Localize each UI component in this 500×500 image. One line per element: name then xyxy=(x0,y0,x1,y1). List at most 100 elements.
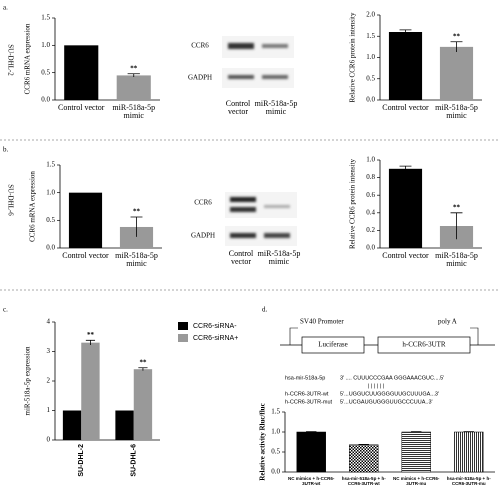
bar xyxy=(68,192,103,248)
blot-bands xyxy=(230,197,290,238)
bar xyxy=(116,75,151,100)
x-tick-label: Control vector xyxy=(58,103,105,112)
panel-label: a. xyxy=(3,4,8,12)
y-tick-label: 1.5 xyxy=(46,161,55,169)
error-bar xyxy=(306,431,317,433)
sequence-name: h-CCR6-3UTR-wt xyxy=(285,391,329,397)
bar xyxy=(81,342,100,440)
error-bar xyxy=(399,165,412,172)
y-tick-label: 1.5 xyxy=(41,14,50,22)
blot-image xyxy=(222,36,294,58)
y-tick-label: 0.0 xyxy=(41,96,50,104)
panel-label: d. xyxy=(262,306,268,314)
y-tick-label: 3 xyxy=(47,347,51,355)
significance-label: ** xyxy=(133,208,141,216)
legend-label: CCR6-siRNA+ xyxy=(193,335,238,342)
legend-swatch xyxy=(178,334,188,342)
y-tick-label: 2.0 xyxy=(366,11,375,19)
bar xyxy=(439,46,474,100)
y-tick-label: 0.2 xyxy=(366,226,375,234)
y-tick-label: 0.8 xyxy=(366,173,375,181)
x-tick-label: NC mimics + h-CCR6-3UTR-wt xyxy=(288,476,335,486)
blot-label: GADPH xyxy=(191,232,215,240)
y-axis-label: miR-518a-5p expression xyxy=(24,346,32,416)
y-axis-label: CCR6 mRNA expression xyxy=(29,171,37,242)
y-tick-label: 0 xyxy=(47,436,51,444)
blot-label: GADPH xyxy=(188,74,212,82)
x-tick-label: miR-518a-5p mimic xyxy=(435,251,478,268)
bar xyxy=(388,32,423,100)
bar xyxy=(349,444,379,473)
y-tick-label: 0.5 xyxy=(271,448,280,456)
error-bar xyxy=(85,339,96,346)
bar xyxy=(296,431,326,473)
significance-label: ** xyxy=(130,64,138,72)
promoter-arrow xyxy=(289,327,298,345)
x-tick-label: SU-DHL-6 xyxy=(131,444,138,477)
sequence: 5'...UGGUCUUGGGGUUGCUUUGA...3' xyxy=(340,391,439,397)
panel-label: b. xyxy=(3,146,9,154)
y-tick-label: 1.5 xyxy=(366,32,375,40)
x-tick-label: SU-DHL-2 xyxy=(78,444,85,477)
bar xyxy=(64,45,99,100)
error-bar xyxy=(138,367,148,371)
significance-label: ** xyxy=(87,331,95,339)
y-axis-label: Relative CCR6 protein intensity xyxy=(349,158,357,249)
lane-label: miR-518a-5p mimic xyxy=(254,99,298,116)
sequence: 5'...UCGAUGUGGGUUGCCCUUA..3' xyxy=(340,399,433,405)
sequence-name: hsa-mir-518a-5p xyxy=(285,375,325,381)
y-tick-label: 0.5 xyxy=(366,74,375,82)
error-bar xyxy=(399,29,412,35)
y-axis-label: CCR6 mRNA expression xyxy=(24,23,32,94)
y-tick-label: 0.5 xyxy=(41,68,50,76)
cell-line-label: SU-DHL-6 xyxy=(6,184,14,216)
y-tick-label: 0.0 xyxy=(366,244,375,252)
y-tick-label: 1.0 xyxy=(366,156,375,164)
blot-image xyxy=(222,68,294,88)
error-bar xyxy=(130,216,143,237)
lane-label: miR-518a-5p mimic xyxy=(257,249,301,266)
y-axis-label: Relative CCR6 protein intensity xyxy=(349,12,357,103)
x-tick-label: Control vector xyxy=(382,251,429,260)
x-tick-label: hsa-mir-518a-5p + h-CCR6-3UTR-mu xyxy=(446,476,491,486)
sequence: 3' .... CUUUCCCGAA GGGAAACGUC....5' xyxy=(340,375,444,381)
bar xyxy=(388,168,423,248)
y-tick-label: 1.0 xyxy=(41,41,50,49)
y-tick-label: 4 xyxy=(47,318,51,326)
legend-swatch xyxy=(178,322,188,330)
y-tick-label: 0.4 xyxy=(366,208,375,216)
blot-bands xyxy=(228,43,288,79)
error-bar xyxy=(411,431,422,433)
y-tick-label: 2 xyxy=(47,377,51,385)
bar xyxy=(401,431,431,473)
error-bar xyxy=(358,444,369,446)
y-tick-label: 1.0 xyxy=(271,428,280,436)
blot-image xyxy=(225,226,297,246)
x-tick-label: Control vector xyxy=(62,251,109,260)
y-tick-label: 1.5 xyxy=(271,408,280,416)
y-tick-label: 1 xyxy=(47,406,51,414)
y-tick-label: 0.0 xyxy=(271,468,280,476)
error-bar xyxy=(463,431,474,433)
sequence-name: h-CCR6-3UTR-mut xyxy=(285,399,333,405)
y-tick-label: 0.0 xyxy=(366,96,375,104)
x-tick-label: hsa-mir-518a-5p + h-CCR6-3UTR-wt xyxy=(341,476,386,486)
significance-label: ** xyxy=(453,32,461,40)
x-tick-label: Control vector xyxy=(382,103,429,112)
polya-arrow xyxy=(470,327,479,345)
y-tick-label: 1.0 xyxy=(46,188,55,196)
pairing: | | | | | | xyxy=(368,383,384,389)
bar xyxy=(62,410,82,440)
blot-label: CCR6 xyxy=(191,42,209,50)
legend-label: CCR6-siRNA- xyxy=(193,323,237,330)
panel-label: c. xyxy=(3,306,8,314)
x-tick-label: miR-518a-5p mimic xyxy=(112,103,156,120)
significance-label: ** xyxy=(139,358,147,366)
construct-box xyxy=(377,336,471,354)
bar xyxy=(115,410,134,440)
bar xyxy=(454,431,484,473)
bar xyxy=(119,226,154,248)
construct-box-label: h-CCR6-3UTR xyxy=(402,341,446,349)
